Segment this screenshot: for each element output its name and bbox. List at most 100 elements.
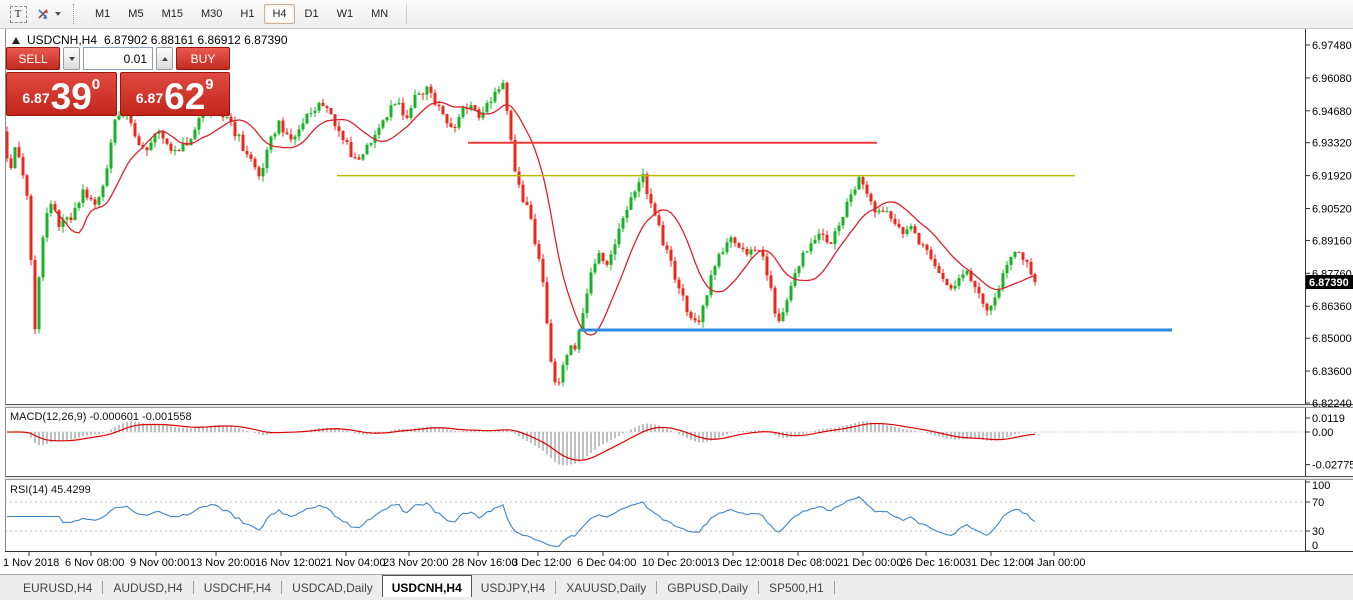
svg-text:9 Nov 00:00: 9 Nov 00:00 [130,557,189,569]
svg-text:21 Dec 00:00: 21 Dec 00:00 [837,557,902,569]
buy-price-sup: 9 [205,76,214,93]
tf-d1-button[interactable]: D1 [297,4,327,24]
svg-text:0.00: 0.00 [1312,427,1333,439]
current-price-tag [1306,275,1353,290]
arrows-tool-button[interactable] [32,3,64,25]
tab-separator [833,581,835,594]
sell-price-sup: 0 [91,76,101,93]
spin-down-icon [68,56,75,61]
tab-separator [757,581,759,594]
svg-text:31 Dec 12:00: 31 Dec 12:00 [965,557,1030,569]
svg-text:30: 30 [1312,526,1324,538]
rsi-indicator-label: RSI(14) 45.4299 [10,484,91,496]
text-tool-button[interactable]: T [6,3,30,25]
svg-text:6.86360: 6.86360 [1312,301,1352,313]
tab-sp500[interactable]: SP500,H1 [768,580,824,595]
buy-price-box[interactable]: 6.87 62 9 [119,72,230,117]
svg-text:6 Dec 04:00: 6 Dec 04:00 [577,557,636,569]
svg-text:13 Nov 20:00: 13 Nov 20:00 [190,557,255,569]
tab-usdchf[interactable]: USDCHF,H4 [203,580,272,595]
tab-usdcad[interactable]: USDCAD,Daily [292,580,373,595]
svg-text:1 Nov 2018: 1 Nov 2018 [3,557,59,569]
svg-text:6 Nov 08:00: 6 Nov 08:00 [65,557,124,569]
collapse-icon[interactable] [12,36,20,44]
buy-price-prefix: 6.87 [135,90,164,106]
tf-h1-button[interactable]: H1 [232,4,262,24]
spin-up-icon [161,56,168,61]
svg-text:16 Nov 12:00: 16 Nov 12:00 [255,557,320,569]
ma-line [54,101,1036,336]
tab-xauusd[interactable]: XAUUSD,Daily [566,580,647,595]
macd-signal-line [6,422,1036,461]
svg-text:6.89160: 6.89160 [1312,235,1352,247]
tf-m1-button[interactable]: M1 [87,4,118,24]
tab-separator [192,581,194,594]
buy-button[interactable]: BUY [176,47,230,70]
text-tool-icon: T [9,5,27,23]
svg-text:0: 0 [1312,540,1318,552]
toolbar-grip-separator [73,4,78,24]
tf-w1-button[interactable]: W1 [329,4,362,24]
toolbar-separator [406,4,408,24]
svg-text:6.97480: 6.97480 [1312,40,1352,52]
svg-text:6.90520: 6.90520 [1312,203,1352,215]
svg-text:6.87390: 6.87390 [1309,277,1349,289]
svg-text:70: 70 [1312,497,1324,509]
symbol-period-label: USDCNH,H4 [27,33,98,47]
svg-text:6.85000: 6.85000 [1312,333,1352,345]
volume-decrease-button[interactable] [63,47,80,70]
svg-text:6.94680: 6.94680 [1312,106,1352,118]
tab-separator [555,581,557,594]
macd-histogram [10,421,1036,466]
tab-usdjpy[interactable]: USDJPY,H4 [480,580,546,595]
svg-text:3 Dec 12:00: 3 Dec 12:00 [512,557,571,569]
svg-text:0.0119: 0.0119 [1312,413,1345,425]
svg-text:6.96080: 6.96080 [1312,73,1352,85]
svg-text:10 Dec 20:00: 10 Dec 20:00 [642,557,707,569]
tab-usdcnh[interactable]: USDCNH,H4 [381,575,472,597]
svg-text:21 Nov 04:00: 21 Nov 04:00 [320,557,385,569]
tab-gbpusd[interactable]: GBPUSD,Daily [667,580,748,595]
tf-m30-button[interactable]: M30 [193,4,230,24]
tab-separator [656,581,658,594]
svg-text:6.82240: 6.82240 [1312,398,1352,410]
svg-text:-0.027754: -0.027754 [1312,460,1353,472]
one-click-trading-panel: SELL BUY 6.87 39 0 6.87 62 9 [6,47,230,116]
tf-m15-button[interactable]: M15 [154,4,191,24]
svg-text:6.93320: 6.93320 [1312,138,1352,150]
svg-text:23 Nov 20:00: 23 Nov 20:00 [383,557,448,569]
tab-separator [281,581,283,594]
rsi-line [7,496,1036,547]
tf-h4-button[interactable]: H4 [264,4,295,24]
sell-button[interactable]: SELL [6,47,60,70]
svg-text:100: 100 [1312,480,1330,492]
tab-eurusd[interactable]: EURUSD,H4 [23,580,93,595]
tf-mn-button[interactable]: MN [363,4,396,24]
sell-price-box[interactable]: 6.87 39 0 [6,72,117,116]
tab-separator [102,581,104,594]
svg-text:26 Dec 16:00: 26 Dec 16:00 [900,557,965,569]
chart-tab-bar: EURUSD,H4 AUDUSD,H4 USDCHF,H4 USDCAD,Dai… [0,574,1353,600]
toolbar: T M1 M5 M15 M30 H1 H4 D1 W1 MN [0,0,1353,29]
svg-text:4 Jan 00:00: 4 Jan 00:00 [1028,557,1086,569]
chart-title: USDCNH,H4 6.87902 6.88161 6.86912 6.8739… [12,33,288,47]
svg-text:18 Dec 08:00: 18 Dec 08:00 [772,557,837,569]
sell-price-big: 39 [50,76,92,117]
tf-m5-button[interactable]: M5 [120,4,151,24]
svg-text:6.91920: 6.91920 [1312,171,1352,183]
trade-panel-top-row: SELL BUY [6,47,230,70]
macd-indicator-label: MACD(12,26,9) -0.000601 -0.001558 [10,411,192,423]
trade-panel-price-row: 6.87 39 0 6.87 62 9 [6,72,230,116]
svg-text:28 Nov 16:00: 28 Nov 16:00 [452,557,517,569]
tab-audusd[interactable]: AUDUSD,H4 [113,580,183,595]
arrows-icon [38,9,48,19]
volume-increase-button[interactable] [156,47,173,70]
buy-price-big: 62 [164,76,206,117]
svg-text:6.83600: 6.83600 [1312,366,1352,378]
svg-text:13 Dec 12:00: 13 Dec 12:00 [707,557,772,569]
ohlc-values: 6.87902 6.88161 6.86912 6.87390 [104,33,288,47]
chevron-down-icon [55,12,61,16]
volume-input[interactable] [83,47,153,70]
sell-price-prefix: 6.87 [22,90,50,106]
